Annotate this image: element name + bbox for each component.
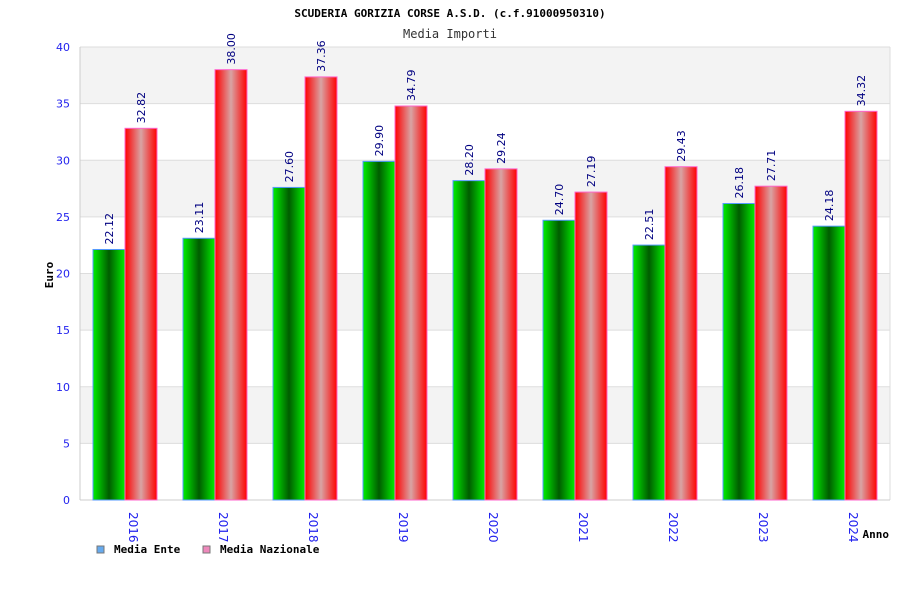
bar-media-nazionale: [664, 166, 698, 501]
y-tick-label: 35: [56, 98, 70, 111]
bar-media-ente: [812, 225, 846, 501]
y-tick-label: 25: [56, 211, 70, 224]
data-label: 23.11: [193, 202, 206, 234]
bar-media-nazionale: [844, 110, 878, 501]
y-tick-label: 15: [56, 324, 70, 337]
chart-subtitle: Media Importi: [403, 27, 497, 41]
data-label: 29.90: [373, 125, 386, 157]
y-tick-label: 10: [56, 381, 70, 394]
x-tick-label: 2019: [396, 512, 410, 543]
bar-media-nazionale: [214, 69, 248, 501]
data-label: 34.79: [405, 70, 418, 102]
bar-media-nazionale: [124, 127, 158, 501]
x-tick-label: 2022: [666, 512, 680, 543]
data-label: 28.20: [463, 144, 476, 176]
data-label: 27.60: [283, 151, 296, 183]
bar-media-ente: [542, 219, 576, 501]
grid-band: [80, 47, 890, 104]
data-label: 24.70: [553, 184, 566, 216]
x-tick-label: 2020: [486, 512, 500, 543]
data-label: 24.18: [823, 190, 836, 222]
chart-title: SCUDERIA GORIZIA CORSE A.S.D. (c.f.91000…: [294, 7, 605, 20]
y-tick-label: 5: [63, 437, 70, 450]
x-tick-label: 2016: [126, 512, 140, 543]
bar-media-ente: [92, 248, 126, 501]
data-label: 22.12: [103, 213, 116, 245]
y-tick-label: 30: [56, 154, 70, 167]
data-label: 26.18: [733, 167, 746, 199]
bar-media-nazionale: [754, 185, 788, 501]
y-tick-label: 20: [56, 268, 70, 281]
x-tick-label: 2023: [756, 512, 770, 543]
bar-media-ente: [362, 160, 396, 501]
data-label: 29.43: [675, 130, 688, 162]
legend-label: Media Ente: [114, 543, 181, 556]
bar-media-ente: [632, 244, 666, 501]
bar-media-ente: [452, 180, 486, 501]
bar-media-ente: [722, 203, 756, 501]
data-label: 29.24: [495, 132, 508, 164]
legend-swatch: [202, 545, 211, 554]
legend-label: Media Nazionale: [220, 543, 320, 556]
y-tick-label: 0: [63, 494, 70, 507]
data-label: 37.36: [315, 40, 328, 72]
x-tick-label: 2024: [846, 512, 860, 543]
x-tick-label: 2021: [576, 512, 590, 543]
y-axis-label: Euro: [43, 261, 56, 288]
x-axis-label: Anno: [863, 528, 890, 541]
x-tick-label: 2018: [306, 512, 320, 543]
bar-media-ente: [272, 186, 306, 501]
bar-media-nazionale: [574, 191, 608, 501]
data-label: 27.71: [765, 150, 778, 182]
y-tick-label: 40: [56, 41, 70, 54]
data-label: 27.19: [585, 156, 598, 188]
x-tick-label: 2017: [216, 512, 230, 543]
data-label: 22.51: [643, 209, 656, 241]
data-label: 32.82: [135, 92, 148, 124]
data-label: 34.32: [855, 75, 868, 107]
legend-swatch: [96, 545, 105, 554]
bar-media-nazionale: [304, 76, 338, 501]
bar-media-nazionale: [394, 105, 428, 501]
bar-media-ente: [182, 237, 216, 501]
data-label: 38.00: [225, 33, 238, 65]
bar-media-nazionale: [484, 168, 518, 501]
